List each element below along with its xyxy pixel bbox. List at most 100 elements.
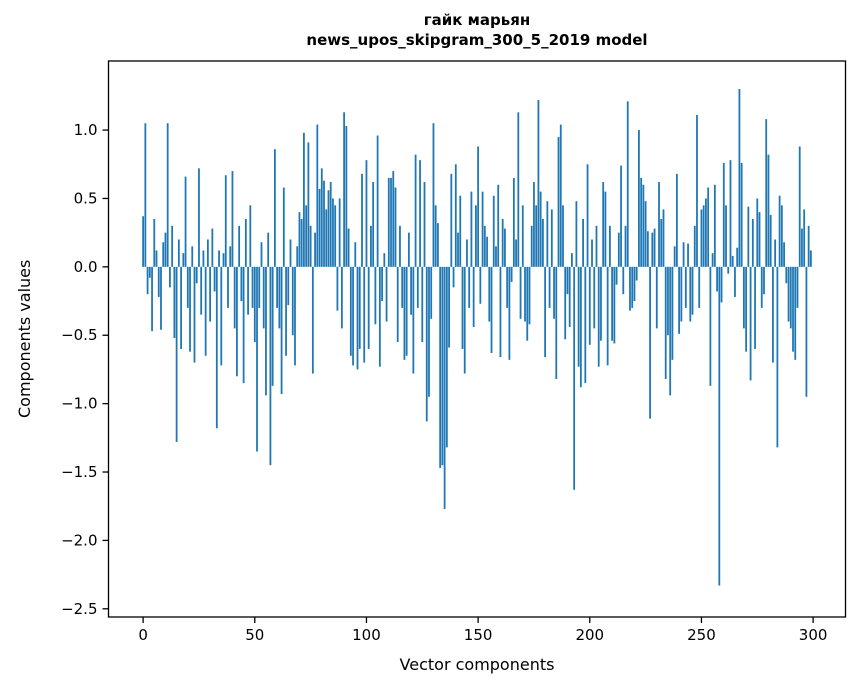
bar-component-160 (499, 266, 502, 358)
bar-component-89 (340, 266, 343, 329)
x-tick-label-50: 50 (245, 626, 264, 644)
bar-component-61 (278, 266, 281, 329)
bar-component-14 (173, 266, 176, 338)
bar-component-292 (794, 266, 797, 360)
bar-component-11 (166, 123, 169, 267)
bar-component-93 (349, 266, 352, 356)
bar-component-16 (177, 239, 180, 267)
bar-component-13 (171, 225, 174, 267)
bar-component-188 (562, 205, 564, 267)
bar-component-270 (745, 266, 748, 352)
bar-component-2 (146, 266, 149, 295)
bar-component-236 (669, 266, 672, 396)
bar-component-130 (432, 123, 435, 267)
bar-component-98 (361, 173, 363, 267)
bar-component-62 (280, 266, 283, 395)
bar-component-260 (722, 162, 725, 267)
bar-component-10 (164, 232, 167, 267)
bar-component-64 (285, 266, 287, 356)
bar-component-60 (276, 266, 279, 308)
bar-component-231 (658, 182, 660, 267)
bar-component-246 (691, 266, 694, 315)
bar-component-224 (642, 184, 645, 267)
bar-component-150 (477, 146, 480, 267)
bar-component-263 (729, 160, 732, 267)
bar-component-25 (198, 168, 200, 267)
bar-component-268 (740, 162, 743, 267)
bar-component-220 (633, 266, 636, 302)
bar-component-109 (385, 266, 388, 322)
bar-component-12 (169, 266, 171, 288)
bar-component-101 (367, 266, 370, 349)
bar-component-44 (240, 266, 243, 302)
bar-component-29 (206, 239, 209, 267)
bar-component-148 (472, 266, 475, 328)
bar-component-192 (571, 253, 573, 267)
bar-component-82 (325, 209, 328, 267)
bar-component-159 (497, 184, 500, 267)
bar-component-252 (705, 198, 707, 267)
bar-component-58 (271, 266, 274, 386)
bar-component-221 (635, 266, 638, 281)
y-tick-label-−2.5: −2.5 (61, 600, 97, 618)
bar-component-115 (399, 225, 401, 267)
bar-component-275 (756, 198, 759, 267)
bar-component-17 (180, 266, 182, 349)
x-tick-label-250: 250 (687, 626, 716, 644)
bar-component-251 (702, 205, 705, 267)
bar-component-194 (575, 201, 578, 267)
bar-component-149 (474, 205, 477, 267)
bar-component-179 (541, 218, 544, 267)
bar-component-248 (696, 115, 698, 267)
bar-component-34 (218, 250, 220, 267)
bar-component-125 (421, 266, 424, 343)
chart-title-model: news_upos_skipgram_300_5_2019 model (306, 31, 648, 49)
bar-component-96 (356, 266, 359, 370)
bar-component-182 (548, 266, 551, 308)
bar-component-108 (383, 253, 386, 267)
bar-component-27 (202, 250, 205, 267)
bar-component-173 (528, 266, 531, 325)
bar-component-135 (443, 266, 446, 509)
bar-component-55 (265, 266, 267, 396)
x-tick-label-150: 150 (464, 626, 493, 644)
x-tick-label-200: 200 (575, 626, 604, 644)
bar-component-183 (550, 209, 553, 267)
bar-component-195 (577, 266, 580, 367)
bar-component-105 (376, 135, 379, 267)
bar-component-151 (479, 266, 482, 304)
bar-component-187 (559, 124, 562, 267)
bar-component-261 (725, 205, 727, 267)
bar-component-137 (448, 266, 450, 348)
bar-component-212 (615, 266, 618, 285)
bar-component-134 (441, 266, 444, 466)
bar-component-280 (767, 154, 770, 267)
bar-component-169 (519, 266, 522, 319)
bar-component-110 (387, 177, 390, 267)
bar-component-286 (780, 205, 783, 267)
bar-component-234 (664, 266, 667, 380)
bar-component-267 (738, 89, 741, 267)
bar-component-102 (370, 225, 372, 267)
bar-component-1 (144, 123, 147, 267)
bar-component-216 (624, 225, 627, 267)
bar-component-172 (526, 266, 529, 341)
bar-component-4 (151, 266, 153, 332)
bar-component-23 (193, 266, 196, 363)
bar-component-113 (394, 187, 397, 267)
bar-component-189 (564, 266, 567, 340)
bar-component-77 (314, 232, 316, 267)
bar-component-20 (186, 266, 189, 308)
bar-component-264 (731, 255, 734, 267)
bar-component-42 (236, 266, 238, 377)
bar-component-103 (372, 182, 375, 267)
chart-title-word: гайк марьян (423, 11, 531, 29)
bar-component-203 (595, 225, 598, 267)
bar-component-45 (242, 266, 245, 384)
bar-component-287 (783, 242, 785, 267)
x-tick-label-300: 300 (799, 626, 828, 644)
bar-component-178 (539, 191, 542, 267)
bar-component-198 (584, 266, 587, 384)
